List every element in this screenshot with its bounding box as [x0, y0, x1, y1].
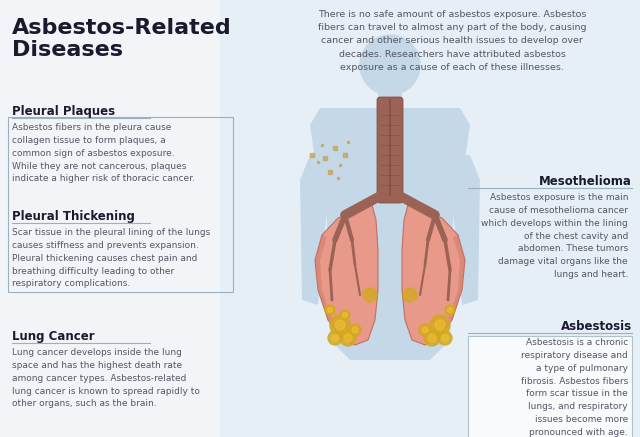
- Text: Asbestos-Related: Asbestos-Related: [12, 18, 232, 38]
- Circle shape: [349, 324, 361, 336]
- Circle shape: [340, 330, 356, 346]
- Text: Diseases: Diseases: [12, 40, 123, 60]
- Polygon shape: [452, 155, 480, 305]
- Circle shape: [340, 310, 350, 320]
- Circle shape: [442, 334, 449, 341]
- Circle shape: [424, 330, 440, 346]
- Circle shape: [335, 320, 345, 330]
- Polygon shape: [315, 235, 332, 320]
- Circle shape: [330, 315, 350, 335]
- FancyBboxPatch shape: [468, 336, 632, 437]
- Circle shape: [422, 327, 428, 333]
- Circle shape: [342, 312, 348, 318]
- Text: Pleural Plaques: Pleural Plaques: [12, 105, 115, 118]
- Circle shape: [325, 305, 335, 315]
- Text: Asbestos exposure is the main
cause of mesothelioma cancer
which develops within: Asbestos exposure is the main cause of m…: [481, 193, 628, 279]
- Polygon shape: [448, 235, 465, 320]
- Circle shape: [419, 324, 431, 336]
- Circle shape: [360, 35, 420, 95]
- Circle shape: [403, 288, 417, 302]
- Circle shape: [352, 327, 358, 333]
- Polygon shape: [300, 155, 328, 305]
- Text: Lung Cancer: Lung Cancer: [12, 330, 95, 343]
- Circle shape: [332, 334, 339, 341]
- Circle shape: [445, 305, 455, 315]
- Polygon shape: [402, 205, 465, 345]
- Text: Pleural Thickening: Pleural Thickening: [12, 210, 135, 223]
- Circle shape: [328, 308, 333, 312]
- Text: There is no safe amount of asbestos exposure. Asbestos
fibers can travel to almo: There is no safe amount of asbestos expo…: [317, 10, 586, 72]
- Circle shape: [435, 320, 445, 330]
- Text: Asbestosis is a chronic
respiratory disease and
a type of pulmonary
fibrosis. As: Asbestosis is a chronic respiratory dise…: [521, 338, 628, 437]
- Polygon shape: [310, 108, 470, 160]
- Circle shape: [447, 308, 452, 312]
- Circle shape: [363, 288, 377, 302]
- FancyBboxPatch shape: [220, 0, 640, 437]
- FancyBboxPatch shape: [378, 90, 402, 112]
- Text: Asbestosis: Asbestosis: [561, 320, 632, 333]
- Text: Lung cancer develops inside the lung
space and has the highest death rate
among : Lung cancer develops inside the lung spa…: [12, 348, 200, 409]
- Polygon shape: [315, 205, 378, 345]
- Text: Asbestos fibers in the pleura cause
collagen tissue to form plaques, a
common si: Asbestos fibers in the pleura cause coll…: [12, 123, 195, 184]
- Text: Mesothelioma: Mesothelioma: [539, 175, 632, 188]
- Circle shape: [344, 334, 352, 342]
- Polygon shape: [325, 155, 455, 360]
- Circle shape: [438, 331, 452, 345]
- FancyBboxPatch shape: [377, 97, 403, 203]
- Text: Scar tissue in the pleural lining of the lungs
causes stiffness and prevents exp: Scar tissue in the pleural lining of the…: [12, 228, 211, 288]
- Circle shape: [430, 315, 450, 335]
- Circle shape: [328, 331, 342, 345]
- Circle shape: [428, 334, 436, 342]
